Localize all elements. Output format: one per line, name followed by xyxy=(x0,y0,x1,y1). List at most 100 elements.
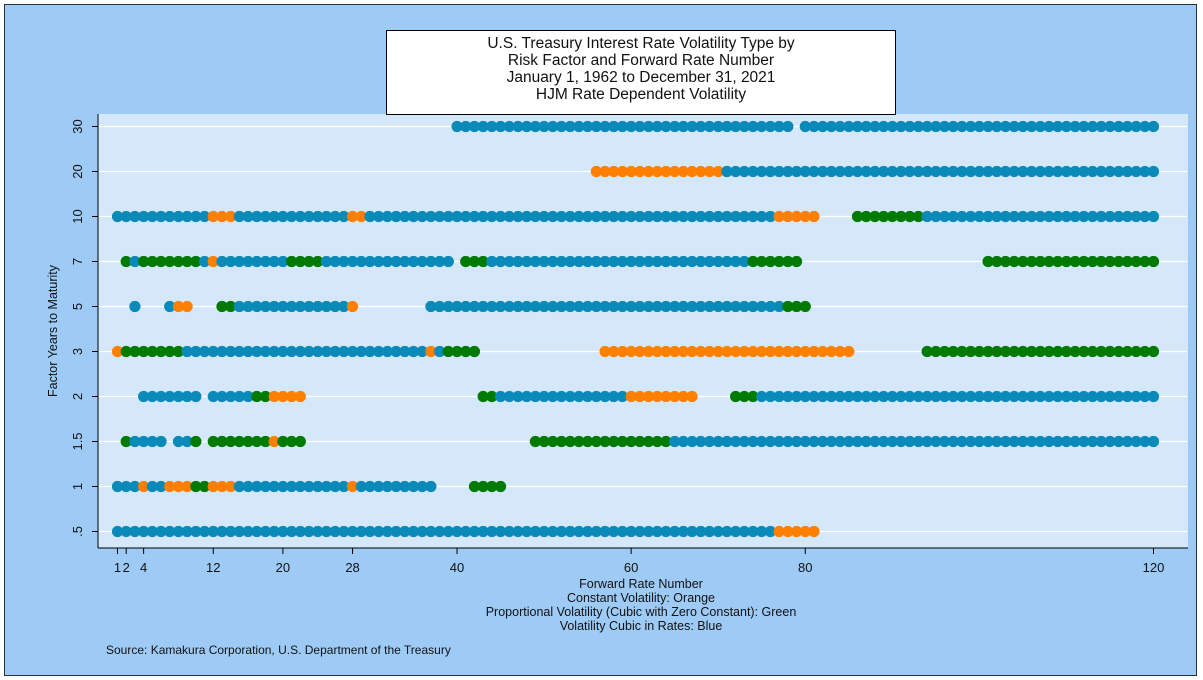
data-point xyxy=(425,300,437,313)
data-point xyxy=(1121,120,1133,133)
data-point xyxy=(1060,165,1073,178)
data-point xyxy=(669,525,681,538)
data-point xyxy=(190,345,202,358)
data-point xyxy=(294,210,306,223)
data-point xyxy=(198,480,211,493)
data-point xyxy=(364,210,376,223)
data-point xyxy=(547,255,559,268)
data-point xyxy=(686,300,698,313)
data-point xyxy=(207,525,219,538)
data-point xyxy=(1034,345,1046,358)
data-point xyxy=(399,345,411,358)
data-point xyxy=(808,120,820,133)
data-point xyxy=(651,120,663,133)
data-point xyxy=(529,390,541,403)
data-point xyxy=(764,255,777,268)
data-point xyxy=(782,120,794,133)
data-point xyxy=(268,210,280,223)
data-point xyxy=(190,435,202,448)
data-point xyxy=(616,525,629,538)
data-point xyxy=(625,435,637,448)
data-point xyxy=(869,210,881,223)
data-point xyxy=(599,300,611,313)
data-point xyxy=(799,390,811,403)
data-point xyxy=(233,300,245,313)
data-point xyxy=(677,255,689,268)
data-point xyxy=(817,390,829,403)
data-point xyxy=(808,345,820,358)
data-point xyxy=(146,345,158,358)
data-point xyxy=(999,345,1012,358)
data-point xyxy=(1078,390,1090,403)
data-point xyxy=(529,435,541,448)
data-point xyxy=(590,390,602,403)
data-point xyxy=(538,210,550,223)
data-point xyxy=(938,435,951,448)
data-point xyxy=(277,390,289,403)
data-point xyxy=(1026,165,1038,178)
data-point xyxy=(834,390,846,403)
data-point xyxy=(521,390,533,403)
data-point xyxy=(965,390,977,403)
data-point xyxy=(320,255,333,268)
data-point xyxy=(947,435,959,448)
data-point xyxy=(216,480,228,493)
data-point xyxy=(242,300,254,313)
data-point xyxy=(712,210,724,223)
data-point xyxy=(625,525,637,538)
data-point xyxy=(608,345,620,358)
data-point xyxy=(521,210,533,223)
data-point xyxy=(216,255,228,268)
data-point xyxy=(346,345,359,358)
data-point xyxy=(973,435,985,448)
data-point xyxy=(242,255,254,268)
data-point xyxy=(982,345,994,358)
data-point xyxy=(608,210,620,223)
data-point xyxy=(468,210,481,223)
data-point xyxy=(825,435,837,448)
data-point xyxy=(1147,165,1160,178)
data-point xyxy=(547,390,559,403)
data-point xyxy=(817,435,829,448)
data-point xyxy=(538,120,550,133)
data-point xyxy=(608,525,620,538)
data-point xyxy=(399,210,411,223)
data-point xyxy=(1130,390,1142,403)
data-point xyxy=(216,300,228,313)
data-point xyxy=(155,435,167,448)
y-tick-label: 1.5 xyxy=(70,432,85,450)
data-point xyxy=(851,210,864,223)
data-point xyxy=(869,165,881,178)
data-point xyxy=(1034,165,1046,178)
data-point xyxy=(1113,435,1125,448)
data-point xyxy=(834,435,846,448)
data-point xyxy=(1139,210,1151,223)
data-point xyxy=(120,345,132,358)
data-point xyxy=(425,525,437,538)
y-tick-label: 3 xyxy=(70,348,85,355)
data-point xyxy=(164,525,176,538)
data-point xyxy=(999,210,1012,223)
data-point xyxy=(425,345,437,358)
data-point xyxy=(764,120,777,133)
data-point xyxy=(904,390,916,403)
data-point xyxy=(381,210,393,223)
data-point xyxy=(756,525,768,538)
data-point xyxy=(991,390,1003,403)
data-point xyxy=(790,345,803,358)
data-point xyxy=(477,210,489,223)
data-point xyxy=(686,390,698,403)
data-point xyxy=(695,300,707,313)
data-point xyxy=(512,390,524,403)
data-point xyxy=(721,345,733,358)
data-point xyxy=(259,525,272,538)
data-point xyxy=(608,120,620,133)
data-point xyxy=(1017,390,1029,403)
data-point xyxy=(460,120,472,133)
data-point xyxy=(782,255,794,268)
data-point xyxy=(773,435,785,448)
data-point xyxy=(277,300,289,313)
data-point xyxy=(642,210,655,223)
data-point xyxy=(451,345,463,358)
data-point xyxy=(764,165,777,178)
